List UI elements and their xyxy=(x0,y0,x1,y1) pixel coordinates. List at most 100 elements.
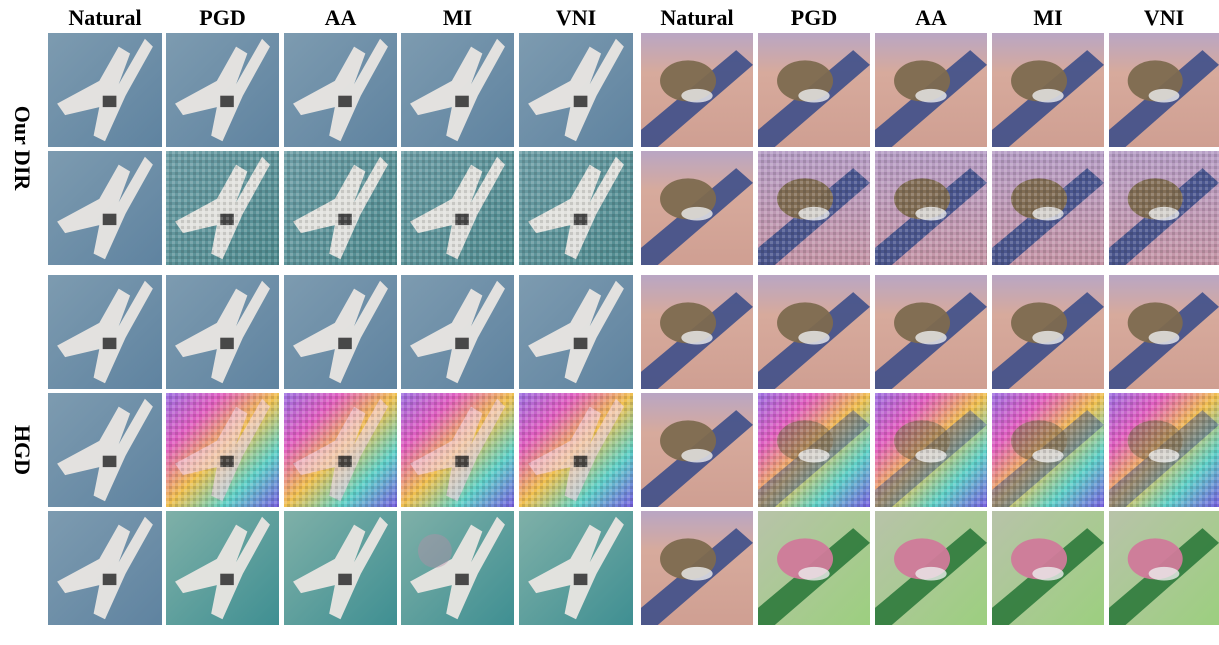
plane-detail xyxy=(103,96,117,107)
image-tile xyxy=(284,511,397,625)
image-tile xyxy=(1109,33,1219,147)
bird-belly xyxy=(915,331,946,345)
plane-detail xyxy=(338,574,352,585)
image-tile xyxy=(758,33,870,147)
bird-belly xyxy=(1032,331,1063,345)
noise-texture xyxy=(992,151,1104,265)
plane-detail xyxy=(103,338,117,349)
image-tile xyxy=(875,151,987,265)
plane-detail xyxy=(220,574,234,585)
noise-texture xyxy=(284,393,397,507)
bird-belly xyxy=(1032,89,1063,103)
plane-detail xyxy=(455,574,469,585)
image-tile xyxy=(519,393,633,507)
column-header: PGD xyxy=(791,5,837,30)
column-header: AA xyxy=(325,5,357,30)
row-label: Our DIR xyxy=(10,106,35,192)
column-header: AA xyxy=(915,5,947,30)
plane-detail xyxy=(103,456,117,467)
plane-detail xyxy=(103,214,117,225)
row-label: HGD xyxy=(10,425,35,475)
artifact xyxy=(418,534,452,568)
bird-belly xyxy=(681,89,712,103)
image-tile xyxy=(641,33,753,147)
image-tile xyxy=(992,275,1104,389)
image-tile xyxy=(166,33,279,147)
noise-texture xyxy=(758,151,870,265)
image-tile xyxy=(166,151,279,265)
image-tile xyxy=(284,275,397,389)
image-tile xyxy=(875,33,987,147)
image-tile xyxy=(166,511,279,625)
column-header: VNI xyxy=(556,5,596,30)
noise-texture xyxy=(1109,151,1219,265)
plane-detail xyxy=(455,96,469,107)
image-tile xyxy=(284,151,397,265)
image-tile xyxy=(758,393,870,507)
image-tile xyxy=(758,511,870,625)
image-tile xyxy=(48,275,162,389)
bird-belly xyxy=(1149,567,1180,581)
image-tile xyxy=(992,393,1104,507)
bird-belly xyxy=(681,207,712,221)
image-tile xyxy=(519,33,633,147)
column-header: PGD xyxy=(199,5,245,30)
image-tile xyxy=(166,275,279,389)
image-tile xyxy=(875,393,987,507)
image-tile xyxy=(758,151,870,265)
image-tile xyxy=(48,393,162,507)
image-tile xyxy=(48,151,162,265)
noise-texture xyxy=(1109,393,1219,507)
column-header: MI xyxy=(1033,5,1062,30)
noise-texture xyxy=(284,151,397,265)
image-tile xyxy=(641,393,753,507)
image-tile xyxy=(401,275,514,389)
bird-belly xyxy=(798,331,829,345)
noise-texture xyxy=(519,393,633,507)
image-tile xyxy=(992,151,1104,265)
image-tile xyxy=(758,275,870,389)
bird-belly xyxy=(1149,331,1180,345)
column-header: VNI xyxy=(1144,5,1184,30)
noise-texture xyxy=(401,393,514,507)
image-tile xyxy=(875,275,987,389)
image-tile xyxy=(401,151,514,265)
image-tile xyxy=(1109,511,1219,625)
image-tile xyxy=(519,275,633,389)
bird-belly xyxy=(915,567,946,581)
image-tile xyxy=(875,511,987,625)
bird-belly xyxy=(1149,89,1180,103)
noise-texture xyxy=(401,151,514,265)
image-tile xyxy=(641,511,753,625)
image-tile xyxy=(48,33,162,147)
plane-detail xyxy=(455,338,469,349)
plane-detail xyxy=(220,338,234,349)
bird-belly xyxy=(798,567,829,581)
plane-detail xyxy=(338,338,352,349)
image-tile xyxy=(519,511,633,625)
image-tile xyxy=(1109,151,1219,265)
noise-texture xyxy=(758,393,870,507)
image-tile xyxy=(401,393,514,507)
bird-belly xyxy=(681,567,712,581)
image-tile xyxy=(401,511,514,625)
column-header: MI xyxy=(443,5,472,30)
image-tile xyxy=(992,33,1104,147)
plane-detail xyxy=(574,574,588,585)
noise-texture xyxy=(875,151,987,265)
plane-detail xyxy=(574,96,588,107)
image-tile xyxy=(284,33,397,147)
plane-detail xyxy=(220,96,234,107)
plane-detail xyxy=(103,574,117,585)
image-tile xyxy=(48,511,162,625)
image-tile xyxy=(641,151,753,265)
image-tile xyxy=(166,393,279,507)
noise-texture xyxy=(166,151,279,265)
image-tile xyxy=(284,393,397,507)
bird-belly xyxy=(915,89,946,103)
noise-texture xyxy=(519,151,633,265)
noise-texture xyxy=(875,393,987,507)
bird-belly xyxy=(1032,567,1063,581)
bird-belly xyxy=(681,331,712,345)
plane-detail xyxy=(338,96,352,107)
